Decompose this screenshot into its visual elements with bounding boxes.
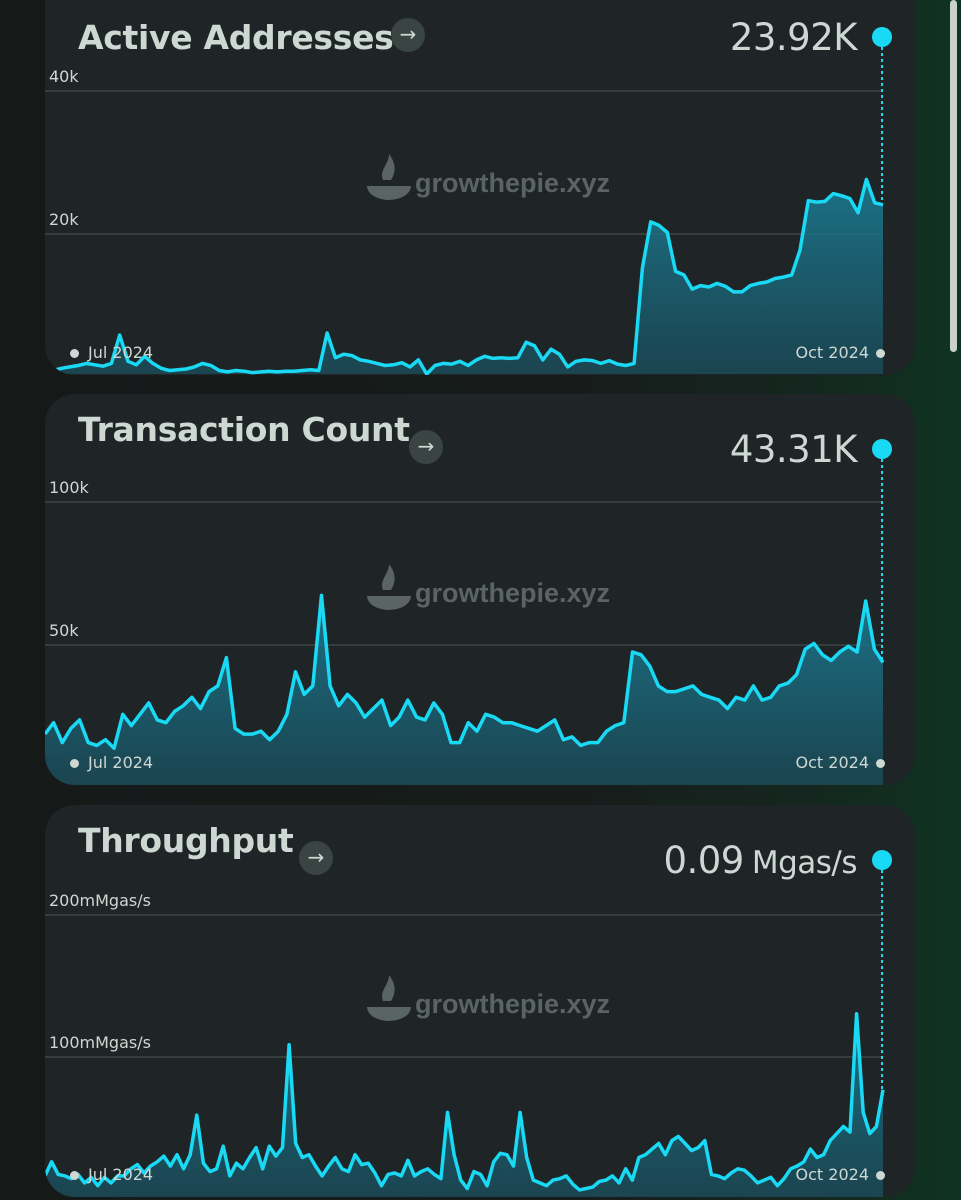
growthepie-watermark: growthepie.xyz <box>367 154 610 200</box>
latest-value-dot <box>872 27 892 47</box>
start-date-label: Jul 2024 <box>88 343 154 362</box>
active-addresses-chart: growthepie.xyz <box>45 27 892 375</box>
value-number: 23.92K <box>729 16 858 59</box>
growthepie-watermark: growthepie.xyz <box>367 975 610 1021</box>
watermark-text: growthepie.xyz <box>415 578 610 608</box>
watermark-text: growthepie.xyz <box>415 989 610 1019</box>
active-addresses-arrow-right-icon[interactable]: → <box>391 18 425 52</box>
end-date-label: Oct 2024 <box>795 1165 869 1184</box>
pie-logo-icon <box>367 154 411 200</box>
active-addresses-title[interactable]: Active Addresses <box>78 18 394 57</box>
end-date-label: Oct 2024 <box>795 753 869 772</box>
end-date-dot <box>876 349 885 358</box>
start-date-dot <box>70 1171 79 1180</box>
pie-logo-icon <box>367 975 411 1021</box>
series-area <box>45 179 883 374</box>
latest-value-dot <box>872 850 892 870</box>
start-date-label: Jul 2024 <box>88 1165 154 1184</box>
start-date-dot <box>70 759 79 768</box>
throughput-card: growthepie.xyz Throughput → 0.09 Mgas/s 200mM… <box>45 805 915 1197</box>
y-axis-top-label: 100k <box>49 478 89 497</box>
y-axis-mid-label: 50k <box>49 621 79 640</box>
y-axis-top-label: 40k <box>49 67 79 86</box>
active-addresses-current-value: 23.92K <box>729 16 858 59</box>
y-axis-mid-label: 100mMgas/s <box>49 1033 151 1052</box>
transaction-count-title[interactable]: Transaction Count <box>78 410 410 449</box>
series-line <box>45 177 884 375</box>
throughput-title[interactable]: Throughput <box>78 821 294 860</box>
value-number: 0.09 <box>663 839 744 882</box>
y-axis-top-label: 200mMgas/s <box>49 891 151 910</box>
pie-logo-icon <box>367 564 411 610</box>
value-unit: Mgas/s <box>751 845 858 881</box>
end-date-dot <box>876 759 885 768</box>
series-line <box>45 1011 885 1192</box>
watermark-text: growthepie.xyz <box>415 168 610 198</box>
scrollbar-thumb[interactable] <box>950 0 957 352</box>
transaction-count-card: growthepie.xyz Transaction Count → 43.31K 10… <box>45 394 915 785</box>
value-number: 43.31K <box>729 428 858 471</box>
throughput-current-value: 0.09 Mgas/s <box>663 839 857 882</box>
throughput-arrow-right-icon[interactable]: → <box>299 841 333 875</box>
end-date-label: Oct 2024 <box>795 343 869 362</box>
series-area <box>45 595 883 785</box>
transaction-count-current-value: 43.31K <box>729 428 858 471</box>
throughput-chart: growthepie.xyz <box>45 850 892 1197</box>
latest-value-dot <box>872 439 892 459</box>
end-date-dot <box>876 1171 885 1180</box>
growthepie-watermark: growthepie.xyz <box>367 564 610 610</box>
active-addresses-card: growthepie.xyz Active Addresses → 23.92K 40k… <box>45 0 915 375</box>
transaction-count-chart: growthepie.xyz <box>45 439 892 785</box>
y-axis-mid-label: 20k <box>49 210 79 229</box>
start-date-label: Jul 2024 <box>88 753 154 772</box>
series-line <box>45 593 885 750</box>
series-area <box>45 1013 883 1197</box>
transaction-count-arrow-right-icon[interactable]: → <box>409 430 443 464</box>
start-date-dot <box>70 349 79 358</box>
